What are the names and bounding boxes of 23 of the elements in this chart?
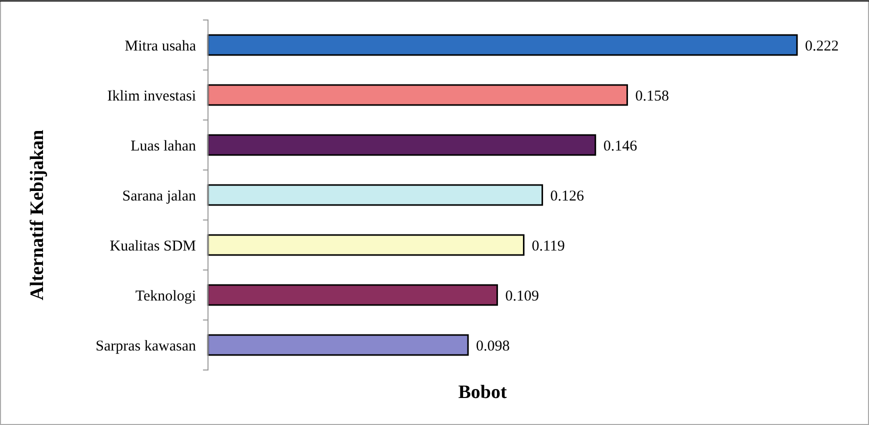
y-tick-label: Teknologi <box>135 288 196 304</box>
y-tick-label: Iklim investasi <box>107 88 196 104</box>
bar <box>207 34 798 56</box>
y-tick-label: Kualitas SDM <box>110 238 196 254</box>
bar <box>207 234 524 256</box>
bar <box>207 284 498 306</box>
y-tick-label: Sarpras kawasan <box>96 338 196 354</box>
bar <box>207 334 469 356</box>
bar <box>207 134 596 156</box>
bar <box>207 84 628 106</box>
data-label: 0.098 <box>476 338 510 354</box>
data-label: 0.119 <box>532 238 565 254</box>
y-tick-label: Sarana jalan <box>122 188 196 204</box>
data-label: 0.109 <box>505 288 539 304</box>
x-axis-title: Bobot <box>458 382 508 403</box>
data-label: 0.158 <box>635 88 669 104</box>
data-label: 0.146 <box>603 138 638 154</box>
data-label: 0.126 <box>550 188 585 204</box>
bar <box>207 184 544 206</box>
y-tick-label: Mitra usaha <box>124 38 196 54</box>
y-axis-title: Alternatif Kebijakan <box>27 129 48 300</box>
y-tick-label: Luas lahan <box>130 138 196 154</box>
data-label: 0.222 <box>805 38 839 54</box>
